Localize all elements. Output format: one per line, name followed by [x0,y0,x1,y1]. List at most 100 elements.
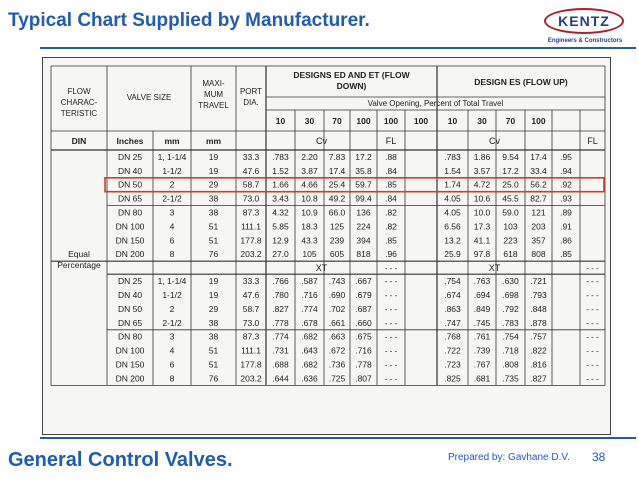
cv-ed-cell: 4.32 [272,208,289,218]
xt-es-cell: .763 [474,276,491,286]
xt-ed-cell: .778 [355,360,372,370]
cv-size-cell: 19 [209,152,219,162]
cv-ed-cell: 3.43 [272,194,289,204]
xt-size-cell: 203.2 [240,373,262,383]
cv-size-cell: 6 [170,235,175,245]
header-max-travel: TRAVEL [198,101,229,110]
xt-es-cell: .825 [444,373,461,383]
xt-es-cell: .822 [530,346,547,356]
cv-es-cell: 25.9 [444,249,461,259]
cv-es-cell: 223 [503,235,517,245]
xt-dash-cell: - - - [385,291,398,300]
logo-tagline: Engineers & Constructors [547,38,623,44]
xt-ed-cell: .736 [329,360,346,370]
xt-size-cell: 1-1/2 [162,290,182,300]
cv-es-cell: 357 [531,235,545,245]
xt-ed-cell: .682 [301,332,318,342]
cv-es-cell: 17.3 [474,221,491,231]
xt-size-cell: DN 80 [118,332,142,342]
cv-size-cell: 177.8 [240,235,262,245]
header-opening-percent: 70 [506,116,516,126]
xt-ed-cell: .827 [272,304,289,314]
xt-size-cell: 73.0 [243,318,260,328]
header-opening-percent: 70 [332,116,342,126]
footer-rule [40,437,636,439]
cv-ed-cell: 66.0 [329,208,346,218]
cv-size-cell: 4 [170,221,175,231]
header-valve-size: VALVE SIZE [127,93,172,102]
xt-size-cell: 47.6 [243,290,260,300]
cv-es-cell: 13.2 [444,235,461,245]
cv-size-cell: 1-1/2 [162,166,182,176]
xt-ed-cell: .716 [355,346,372,356]
xt-es-cell: .808 [502,360,519,370]
cv-ed-cell: 2.20 [301,152,318,162]
xt-ed-cell: .675 [355,332,372,342]
xt-ed-cell: .780 [272,290,289,300]
xt-ed-cell: .661 [329,318,346,328]
header-xt: XT [316,263,328,273]
cv-es-cell: 9.54 [502,152,519,162]
cv-ed-cell: 59.7 [355,180,372,190]
equal-percentage-label: Equal [68,249,90,259]
xt-dash-cell: - - - [385,333,398,342]
cv-ed-cell: .96 [385,249,397,259]
xt-dash-cell: - - - [586,347,599,356]
header-opening-percent: 100 [531,116,545,126]
xt-es-cell: .747 [444,318,461,328]
xt-ed-cell: .731 [272,346,289,356]
xt-es-cell: .768 [444,332,461,342]
cv-ed-cell: .84 [385,194,397,204]
cv-size-cell: 111.1 [241,221,261,231]
cv-es-cell: 3.57 [474,166,491,176]
cv-size-cell: DN 200 [116,249,145,259]
xt-size-cell: 19 [209,276,219,286]
cv-es-cell: 59.0 [502,208,519,218]
cv-ed-cell: .82 [385,208,397,218]
cv-size-cell: 203.2 [240,249,262,259]
cv-ed-cell: 7.83 [329,152,346,162]
header-opening-percent: 10 [276,116,286,126]
xt-size-cell: DN 50 [118,304,142,314]
xt-es-cell: .722 [444,346,461,356]
xt-es-cell: .723 [444,360,461,370]
slide-title: Typical Chart Supplied by Manufacturer. [8,10,370,31]
cv-size-cell: DN 80 [118,208,142,218]
xt-size-cell: 51 [209,346,219,356]
header-dash: - - - [586,264,599,273]
cv-es-cell: 121 [531,208,545,218]
cv-ed-cell: 17.4 [329,166,346,176]
cv-es-cell: .95 [560,152,572,162]
xt-es-cell: .630 [502,276,519,286]
cv-es-cell: 618 [503,249,517,259]
cv-size-cell: DN 65 [118,194,142,204]
xt-es-cell: .849 [474,304,491,314]
cv-ed-cell: 3.87 [301,166,318,176]
xt-ed-cell: .679 [355,290,372,300]
cv-ed-cell: 136 [356,208,370,218]
cv-ed-cell: 43.3 [301,235,318,245]
xt-ed-cell: .663 [329,332,346,342]
xt-size-cell: 38 [209,318,219,328]
xt-es-cell: .735 [502,373,519,383]
xt-dash-cell: - - - [586,361,599,370]
header-opening-percent: 10 [448,116,458,126]
header-unit: DIN [72,136,87,146]
cv-es-cell: 1.74 [444,180,461,190]
xt-dash-cell: - - - [586,319,599,328]
xt-es-cell: .718 [502,346,519,356]
cv-size-cell: DN 100 [116,221,145,231]
xt-dash-cell: - - - [385,319,398,328]
xt-size-cell: DN 65 [118,318,142,328]
cv-ed-cell: 394 [356,235,370,245]
xt-ed-cell: .660 [355,318,372,328]
xt-dash-cell: - - - [586,291,599,300]
cv-es-cell: 33.4 [530,166,547,176]
cv-size-cell: 8 [170,249,175,259]
cv-ed-cell: .88 [385,152,397,162]
xt-dash-cell: - - - [586,305,599,314]
xt-size-cell: 2 [170,304,175,314]
xt-es-cell: .827 [530,373,547,383]
xt-size-cell: 33.3 [243,276,260,286]
xt-ed-cell: .766 [272,276,289,286]
